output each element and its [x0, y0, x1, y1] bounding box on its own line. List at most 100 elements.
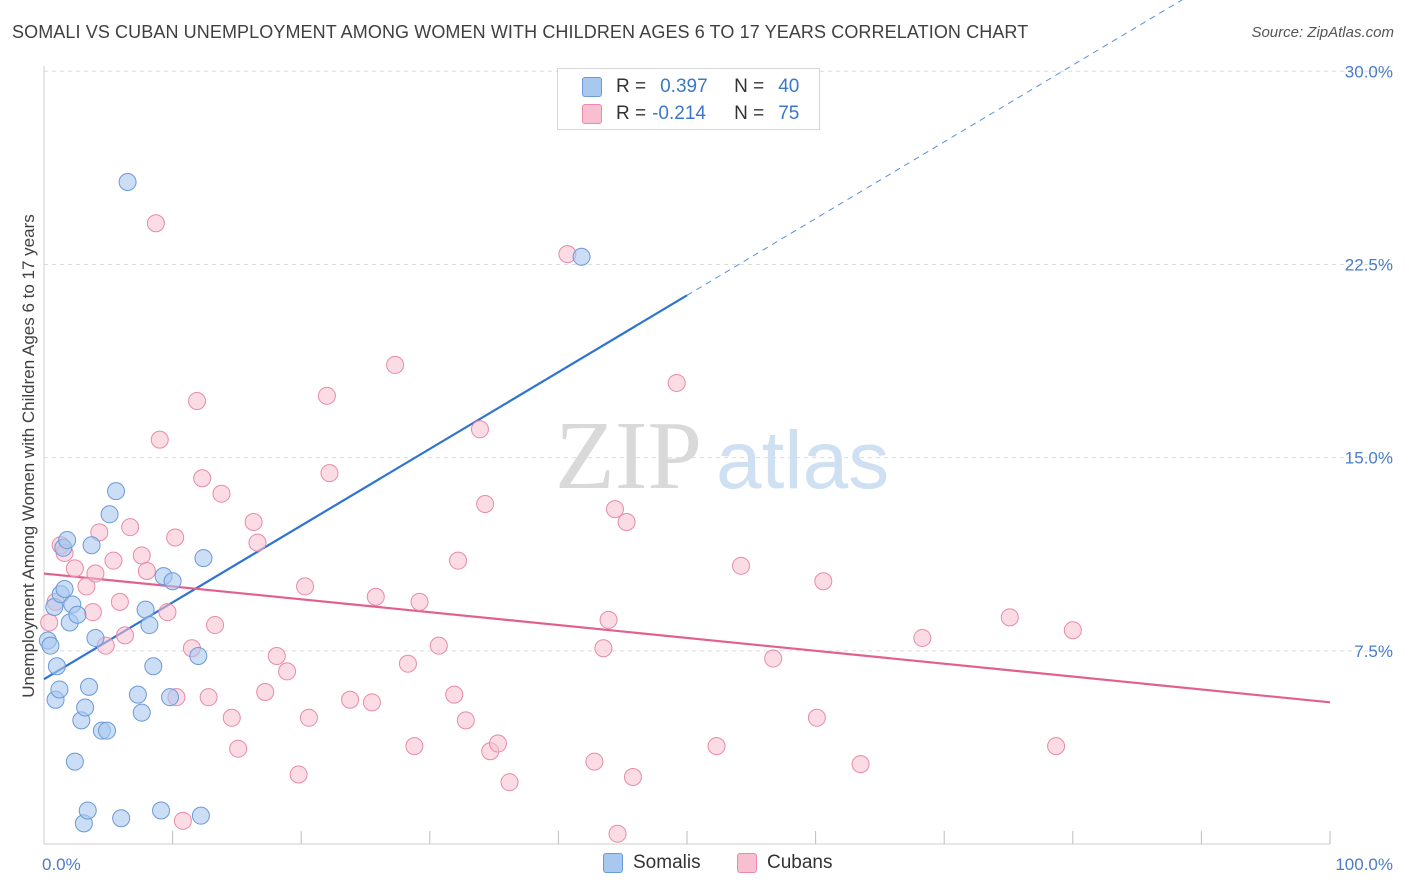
cuban-point: [410, 592, 429, 611]
cuban-point: [116, 626, 135, 645]
legend-n-label: N =: [734, 103, 765, 124]
cuban-point: [732, 556, 751, 575]
cuban-point: [199, 688, 218, 707]
legend-n-label: N =: [734, 76, 765, 97]
somali-point: [55, 580, 74, 598]
somali-point: [98, 721, 117, 740]
somali-point: [112, 809, 131, 828]
somali-point: [58, 531, 77, 550]
cuban-point: [707, 737, 726, 756]
x-tick-label-max: 100.0%: [1335, 855, 1393, 874]
grid-lines: [44, 70, 1392, 652]
cuban-point: [913, 628, 932, 647]
somali-point: [100, 505, 119, 524]
cuban-point: [40, 613, 59, 632]
somali-point: [152, 801, 171, 820]
legend-r-value: 0.397: [660, 76, 708, 97]
cuban-point: [173, 811, 192, 830]
legend-cubans-label: Cubans: [767, 852, 833, 873]
x-tick-label-min: 0.0%: [42, 855, 81, 874]
cuban-point: [814, 572, 833, 591]
somali-point: [132, 703, 151, 722]
somali-point: [163, 572, 182, 591]
cuban-point: [617, 513, 636, 532]
cuban-point: [320, 464, 339, 483]
legend-r-label: R =: [616, 103, 647, 124]
source-label: Source: ZipAtlas.com: [1251, 24, 1394, 41]
somali-point: [136, 600, 155, 619]
cuban-point: [317, 386, 336, 405]
cuban-trend-line: [43, 572, 1331, 704]
cuban-point: [244, 513, 263, 532]
cuban-point: [476, 495, 495, 513]
cuban-point: [222, 708, 241, 727]
cuban-point: [1063, 621, 1082, 640]
legend-row-somalis: R = 0.397 N = 40: [582, 75, 799, 99]
y-tick-label: 30.0%: [1345, 62, 1393, 81]
cuban-point: [299, 708, 318, 727]
cuban-point: [599, 610, 618, 629]
cuban-point: [110, 592, 129, 611]
y-axis-label: Unemployment Among Women with Children A…: [19, 214, 38, 698]
somali-point: [144, 657, 163, 676]
cuban-point: [341, 690, 360, 709]
cuban-point: [386, 355, 405, 374]
cuban-point: [83, 603, 102, 622]
cuban-point: [158, 603, 177, 622]
legend-item-somalis: Somalis: [603, 852, 701, 874]
cuban-point: [429, 636, 448, 655]
cuban-point: [405, 737, 424, 756]
cuban-point: [86, 564, 105, 583]
cuban-point: [267, 646, 286, 665]
cuban-point: [456, 711, 475, 730]
cuban-point: [150, 430, 169, 449]
somali-trend-extension: [686, 0, 1183, 296]
y-tick-label: 15.0%: [1345, 449, 1393, 468]
y-tick-label: 7.5%: [1354, 642, 1393, 661]
cuban-point: [146, 214, 165, 233]
somali-point: [47, 657, 66, 676]
legend-item-cubans: Cubans: [737, 852, 833, 874]
somali-point: [68, 605, 87, 624]
cuban-point: [807, 708, 826, 727]
correlation-legend: R = 0.397 N = 40 R = -0.214 N = 75: [557, 68, 820, 130]
somali-point: [107, 482, 126, 501]
somali-point: [80, 677, 99, 696]
cuban-point: [137, 561, 156, 580]
cuban-point: [121, 518, 140, 537]
cuban-point: [132, 546, 151, 565]
cuban-point: [229, 739, 248, 758]
y-tick-label: 22.5%: [1345, 255, 1393, 274]
cuban-swatch: [582, 104, 602, 124]
cuban-point: [445, 685, 464, 704]
cuban-point: [212, 484, 231, 503]
cuban-point: [1047, 737, 1066, 756]
cuban-point: [1000, 608, 1019, 627]
cuban-point: [449, 551, 468, 570]
legend-n-value: 75: [778, 103, 800, 124]
cuban-swatch: [737, 853, 757, 873]
somali-point: [161, 688, 180, 707]
cuban-point: [608, 824, 627, 843]
somali-point: [572, 247, 591, 266]
cuban-point: [65, 559, 84, 578]
cuban-point: [500, 773, 519, 792]
data-points: [38, 173, 1082, 843]
somali-swatch: [582, 77, 602, 97]
chart-title: SOMALI VS CUBAN UNEMPLOYMENT AMONG WOMEN…: [12, 22, 1029, 42]
legend-row-cubans: R = -0.214 N = 75: [582, 102, 799, 126]
cuban-point: [193, 469, 212, 488]
cuban-point: [764, 649, 783, 668]
legend-r-label: R =: [616, 76, 647, 97]
tick-labels: 7.5% 15.0% 22.5% 30.0% 0.0% 100.0%: [42, 62, 1393, 874]
cuban-point: [278, 662, 297, 681]
cuban-point: [488, 734, 507, 753]
cuban-point: [398, 654, 417, 673]
watermark: ZIP atlas: [555, 402, 889, 510]
cuban-point: [256, 683, 275, 702]
somali-point: [128, 685, 147, 704]
legend-r-value: -0.214: [652, 103, 706, 124]
cuban-point: [166, 528, 185, 547]
somali-point: [118, 173, 137, 192]
cuban-point: [470, 420, 489, 439]
